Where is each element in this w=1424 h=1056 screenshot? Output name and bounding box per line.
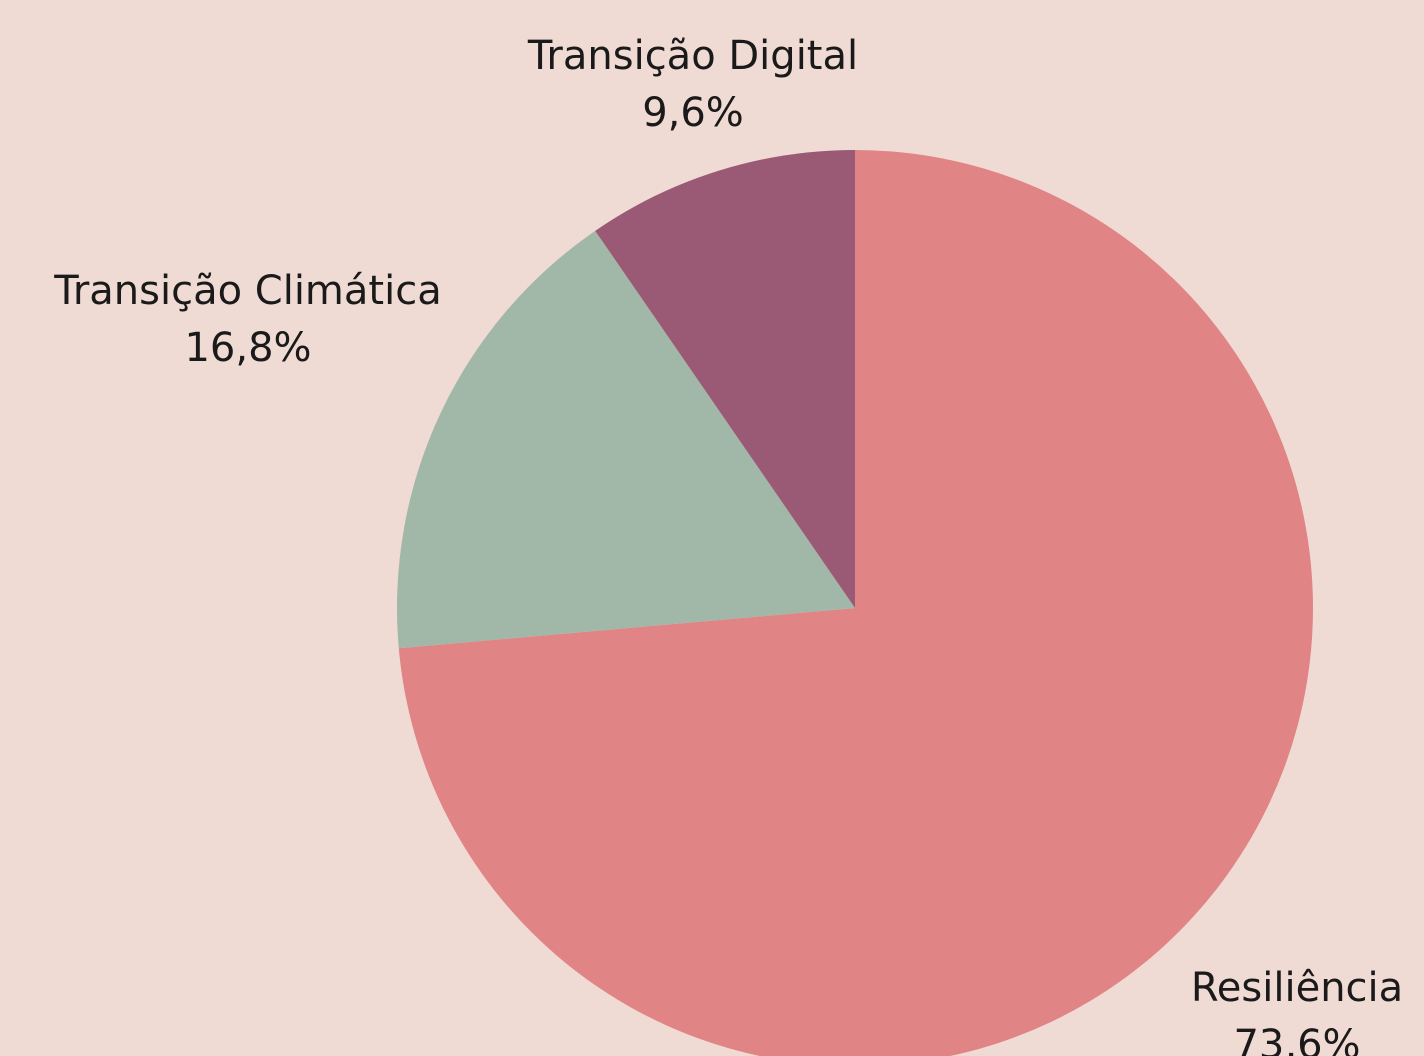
- slice-value-label: 9,6%: [642, 90, 744, 136]
- pie-slice: [398, 150, 1313, 1056]
- slice-value-label: 16,8%: [184, 325, 311, 371]
- slice-label: Transição Digital: [527, 33, 858, 79]
- slice-value-label: 73,6%: [1233, 1022, 1360, 1056]
- slice-label: Resiliência: [1191, 965, 1403, 1011]
- pie-slice: [396, 230, 855, 649]
- slice-label: Transição Climática: [53, 268, 441, 314]
- pie-slice: [595, 150, 855, 608]
